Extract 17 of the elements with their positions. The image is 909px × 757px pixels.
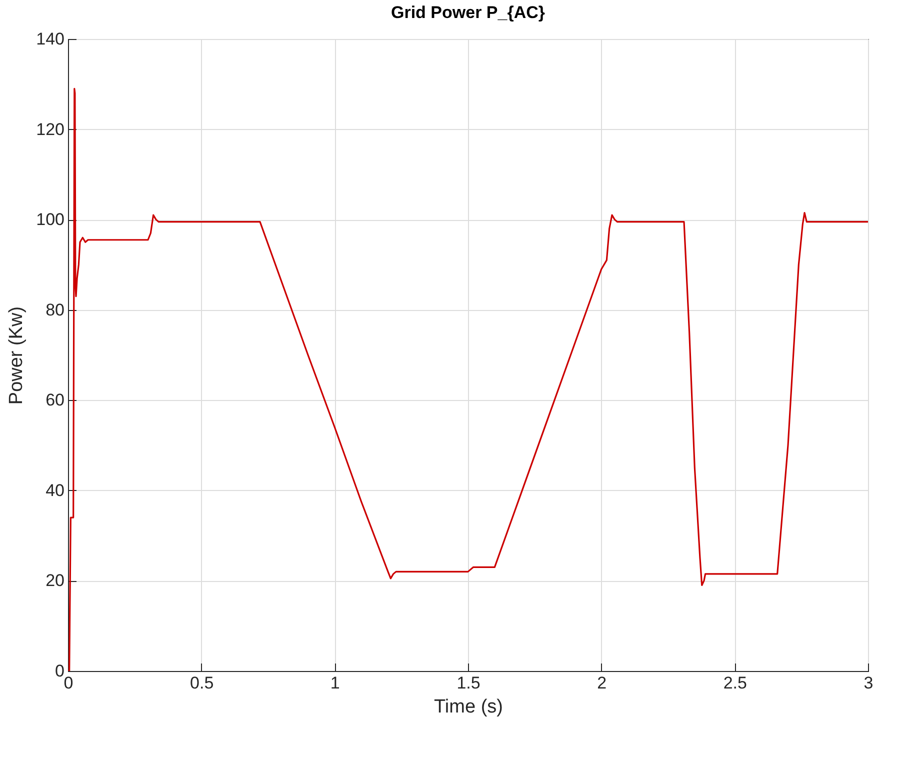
x-tick-label: 1.5	[456, 674, 480, 692]
x-tick-label: 0.5	[190, 674, 214, 692]
x-tick-label: 3	[864, 674, 874, 692]
y-tick-label: 140	[36, 30, 64, 48]
y-axis-title: Power (Kw)	[6, 306, 28, 405]
x-tick-label: 2	[597, 674, 607, 692]
y-tick-label: 20	[46, 571, 64, 590]
y-tick-label: 120	[36, 120, 64, 139]
x-tick-label: 1	[330, 674, 340, 692]
y-tick-label: 100	[36, 210, 64, 230]
x-axis-title: Time (s)	[434, 696, 503, 718]
y-tick-label: 0	[55, 662, 64, 680]
y-tick-label: 60	[46, 390, 64, 410]
y-tick-label: 40	[46, 480, 64, 500]
x-tick-label: 2.5	[723, 674, 747, 692]
chart-title: Grid Power P_{AC}	[391, 3, 546, 22]
y-tick-label: 80	[46, 300, 64, 320]
